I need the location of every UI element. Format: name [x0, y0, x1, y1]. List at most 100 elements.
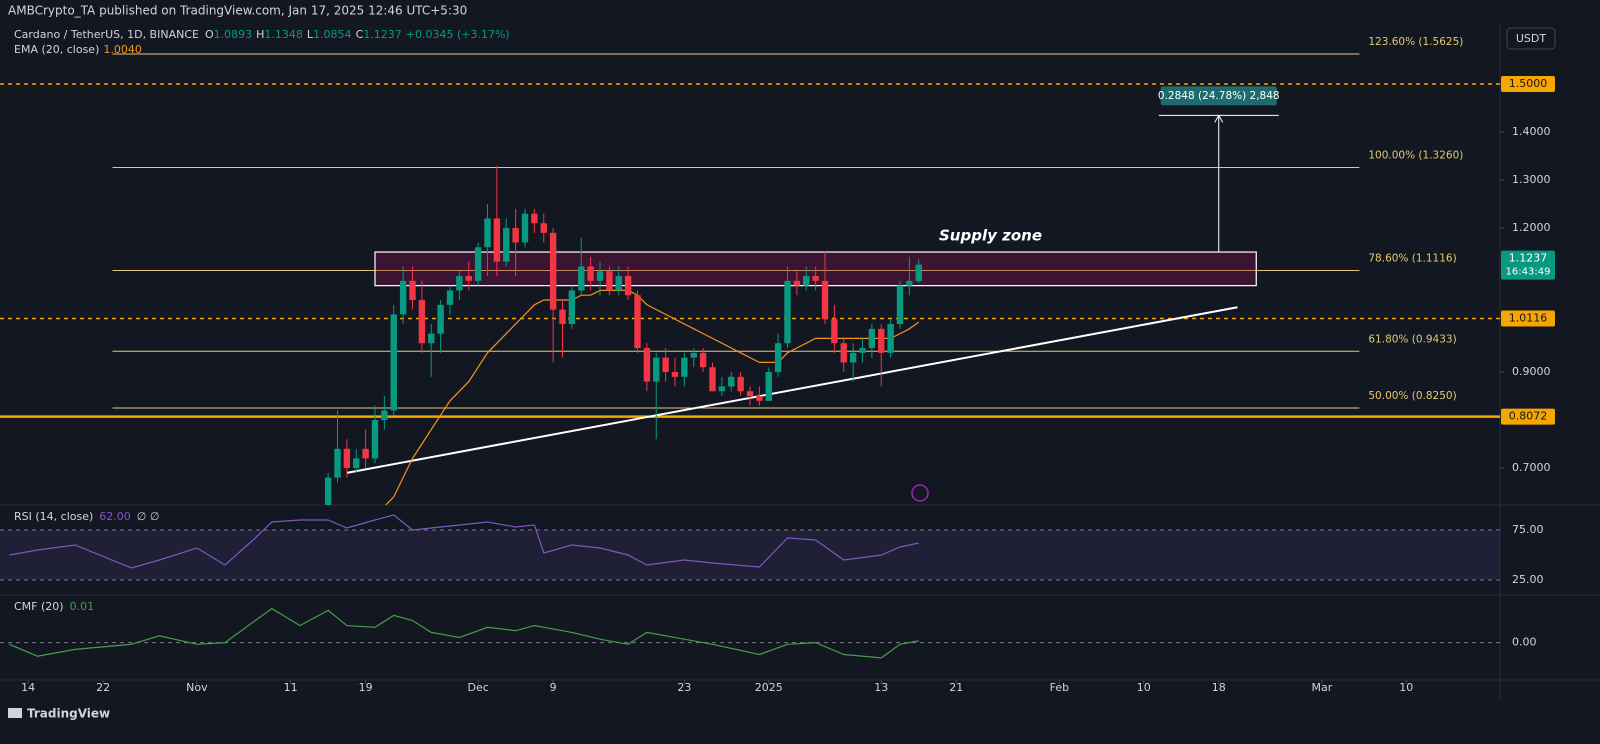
price-tag-label: 1.5000	[1509, 77, 1548, 90]
y-tick-label: 0.00	[1512, 636, 1537, 649]
candle-body	[662, 357, 669, 373]
currency[interactable]: USDT	[1516, 32, 1547, 45]
fib-label: 61.80% (0.9433)	[1368, 333, 1456, 345]
x-tick-label: Mar	[1311, 681, 1332, 694]
price-tag	[1501, 310, 1555, 327]
currency-button[interactable]	[1506, 27, 1556, 50]
x-tick-label: 22	[96, 681, 110, 694]
legend-value: 1.0854	[313, 28, 352, 41]
band	[0, 530, 1500, 580]
candle-body	[774, 343, 782, 373]
candle-body	[887, 324, 894, 353]
y-tick-label: 1.3000	[1512, 173, 1551, 186]
candle-body	[868, 328, 876, 349]
candle-body	[353, 458, 360, 469]
indicator-value: 0.01	[70, 600, 95, 613]
candle-body	[765, 372, 772, 401]
x-tick-label: 10	[1399, 681, 1413, 694]
candle-body	[587, 266, 594, 281]
candle-body	[428, 333, 435, 344]
candle-body	[437, 304, 444, 334]
candle-body	[812, 276, 819, 281]
footer-logo	[8, 708, 22, 718]
candle-body	[784, 280, 791, 344]
indicator-title: CMF (20)	[14, 600, 64, 613]
candle-body	[821, 280, 829, 320]
x-tick-label: 23	[677, 681, 691, 694]
candle-body	[690, 352, 697, 358]
candle-body	[362, 448, 369, 459]
x-tick-label: 2025	[755, 681, 783, 694]
candle-body	[718, 386, 726, 392]
candle-body	[737, 376, 744, 392]
x-tick-label: Nov	[186, 681, 208, 694]
indicator-legend: CMF (20) 0.01	[14, 600, 94, 613]
candle-body	[446, 290, 454, 305]
candle-body	[559, 309, 566, 325]
candle-body	[746, 391, 754, 397]
candle-body	[709, 367, 716, 392]
candle-body	[634, 295, 641, 349]
footer: TradingView	[27, 707, 110, 721]
price-tag	[1501, 408, 1555, 425]
indicator-extra: ∅ ∅	[137, 510, 160, 523]
ema-legend: EMA (20, close) 1.0040	[14, 43, 142, 56]
candle-body	[568, 290, 576, 325]
candle-body	[390, 314, 397, 411]
candle-body	[643, 348, 651, 382]
candle-body	[549, 232, 557, 310]
price-tag-label: 0.8072	[1509, 410, 1548, 423]
supply-zone-label: Supply zone	[939, 227, 1042, 245]
candle-body	[699, 352, 707, 368]
legend-title: Cardano / TetherUS, 1D, BINANCE	[14, 28, 199, 41]
countdown: 16:43:49	[1506, 267, 1551, 278]
x-tick-label: 19	[359, 681, 373, 694]
y-tick-label: 0.7000	[1512, 461, 1551, 474]
legend: Cardano / TetherUS, 1D, BINANCE O1.0893 H1…	[14, 28, 510, 41]
legend-value: 1.0893	[214, 28, 253, 41]
candle-body	[803, 276, 810, 286]
legend-prefix: H	[256, 28, 264, 41]
legend-prefix: C	[356, 28, 364, 41]
indicator-line	[9, 607, 919, 659]
y-tick-label: 1.4000	[1512, 125, 1551, 138]
candle-body	[484, 218, 491, 248]
candle-body	[681, 357, 688, 377]
candle-body	[849, 352, 857, 363]
candle-body	[606, 271, 613, 291]
fib-label: 100.00% (1.3260)	[1368, 150, 1463, 162]
indicator-value: 62.00	[99, 510, 131, 523]
candle-body	[371, 420, 379, 459]
x-tick-label: 18	[1212, 681, 1226, 694]
candle-body	[531, 213, 538, 224]
publisher: AMBCrypto_TA published on TradingView.co…	[8, 4, 467, 18]
candle-body	[756, 396, 763, 401]
overlay: 0.7000 0.9000 1.2000 1.3000 1.4000 14 22 Nov 11 1…	[14, 28, 1555, 694]
y-tick-label: 0.9000	[1512, 365, 1551, 378]
candle-body	[840, 343, 847, 363]
candle-body	[540, 223, 547, 233]
candle-body	[915, 264, 922, 282]
legend-prefix: L	[307, 28, 314, 41]
alert-icon[interactable]	[911, 484, 929, 502]
last-price-tag	[1501, 250, 1555, 280]
fib-label: 78.60% (1.1116)	[1368, 252, 1456, 264]
x-tick-label: 11	[284, 681, 298, 694]
candle-body	[578, 266, 585, 291]
ema-legend-name: EMA (20, close)	[14, 43, 99, 56]
candle-body	[521, 213, 529, 243]
ema-line	[384, 289, 920, 505]
measure-box	[1160, 86, 1277, 106]
candle-body	[831, 319, 838, 344]
candle-body	[493, 218, 501, 262]
candle-body	[793, 280, 801, 286]
x-tick-label: Dec	[467, 681, 488, 694]
candle-body	[878, 328, 885, 353]
candle-body	[474, 247, 482, 281]
cmf-pane	[0, 607, 1500, 659]
y-tick-label: 1.2000	[1512, 221, 1551, 234]
legend-value: 1.1237	[363, 28, 402, 41]
candle-body	[653, 357, 660, 382]
fib-label: 50.00% (0.8250)	[1368, 390, 1456, 402]
